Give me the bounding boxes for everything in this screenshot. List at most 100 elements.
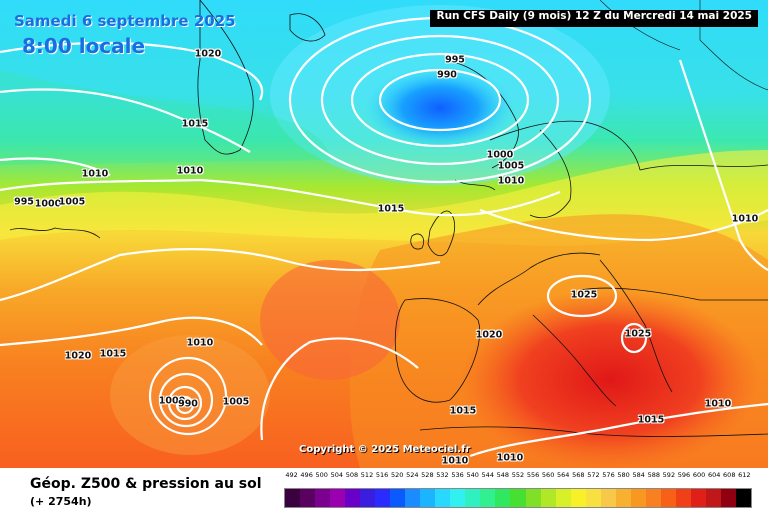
scale-swatch (720, 489, 736, 507)
scale-value: 516 (375, 471, 389, 479)
scale-value: 528 (421, 471, 434, 479)
scale-swatch (660, 489, 676, 507)
scale-value: 548 (496, 471, 510, 479)
scale-swatch (480, 489, 496, 507)
scale-value: 600 (692, 471, 706, 479)
color-scale-bar (284, 488, 752, 508)
scale-swatch (405, 489, 421, 507)
scale-swatch (450, 489, 466, 507)
scale-value: 568 (572, 471, 585, 479)
scale-value: 612 (738, 471, 751, 479)
isobar-label: 1025 (570, 289, 598, 301)
isobar-label: 990 (178, 398, 198, 410)
scale-swatch (465, 489, 481, 507)
isobar-label: 1000 (158, 395, 186, 407)
isobar-label: 1015 (181, 118, 209, 130)
scale-swatch (705, 489, 721, 507)
isobar-label: 1015 (637, 414, 665, 426)
scale-swatch (675, 489, 691, 507)
scale-swatch (495, 489, 511, 507)
weather-map (0, 0, 768, 468)
z500-color-field (0, 0, 768, 468)
scale-value: 500 (315, 471, 328, 479)
scale-swatch (315, 489, 331, 507)
scale-value: 552 (511, 471, 525, 479)
scale-value: 496 (300, 471, 313, 479)
scale-value: 596 (677, 471, 691, 479)
coastlines (9, 0, 768, 437)
scale-swatch (420, 489, 436, 507)
scale-value: 508 (345, 471, 359, 479)
scale-value: 536 (451, 471, 464, 479)
scale-swatch (330, 489, 346, 507)
scale-value: 556 (526, 471, 540, 479)
forecast-date: Samedi 6 septembre 2025 (14, 12, 236, 30)
isobar-label: 1005 (497, 160, 525, 172)
isobar-label: 1010 (731, 213, 759, 225)
scale-value: 564 (557, 471, 570, 479)
scale-value: 544 (481, 471, 494, 479)
scale-swatch (630, 489, 646, 507)
scale-swatch (375, 489, 391, 507)
scale-swatch (735, 489, 751, 507)
scale-value: 588 (647, 471, 660, 479)
legend-footer: Géop. Z500 & pression au sol (+ 2754h) 4… (0, 468, 768, 512)
isobar-label: 1015 (99, 348, 127, 360)
scale-value: 592 (662, 471, 676, 479)
scale-swatch (600, 489, 616, 507)
isobar-label: 1010 (497, 175, 525, 187)
isobar-label: 1010 (704, 398, 732, 410)
isobar-label: 1005 (222, 396, 250, 408)
isobar-label: 1000 (486, 149, 514, 161)
scale-swatch (285, 489, 301, 507)
isobar-label: 1020 (194, 48, 222, 60)
scale-swatch (585, 489, 601, 507)
scale-value: 492 (285, 471, 298, 479)
copyright-notice: Copyright © 2025 Meteociel.fr (299, 444, 471, 455)
color-scale-labels: 492 496 500 504 508 512 516 520 524 528 532 536 540 5… (284, 471, 752, 485)
scale-value: 604 (707, 471, 721, 479)
coastline-islands (599, 0, 768, 91)
run-info: Run CFS Daily (9 mois) 12 Z du Mercredi … (430, 10, 758, 27)
legend-title: Géop. Z500 & pression au sol (30, 476, 262, 492)
isobars (0, 16, 768, 458)
isobar-label: 1020 (64, 350, 92, 362)
scale-value: 524 (406, 471, 419, 479)
scale-swatch (360, 489, 376, 507)
isobar-label: 990 (437, 69, 457, 81)
scale-swatch (555, 489, 571, 507)
scale-swatch (645, 489, 661, 507)
forecast-offset: (+ 2754h) (30, 495, 92, 508)
isobar-label: 1005 (58, 196, 86, 208)
scale-swatch (570, 489, 586, 507)
scale-value: 532 (436, 471, 449, 479)
scale-swatch (300, 489, 316, 507)
scale-value: 540 (466, 471, 479, 479)
scale-value: 572 (587, 471, 600, 479)
scale-value: 512 (360, 471, 374, 479)
scale-swatch (390, 489, 406, 507)
scale-value: 608 (723, 471, 736, 479)
scale-swatch (615, 489, 631, 507)
scale-value: 580 (617, 471, 630, 479)
scale-value: 520 (390, 471, 404, 479)
isobar-label: 1010 (186, 337, 214, 349)
scale-swatch (435, 489, 451, 507)
scale-swatch (525, 489, 541, 507)
forecast-time: 8:00 locale (22, 34, 146, 58)
scale-value: 560 (541, 471, 555, 479)
isobar-label: 1025 (624, 328, 652, 340)
color-scale: 492 496 500 504 508 512 516 520 524 528 532 536 540 5… (284, 471, 752, 509)
isobar-label: 1020 (475, 329, 503, 341)
isobar-label: 1015 (377, 203, 405, 215)
isobar-label: 1000 (34, 198, 62, 210)
scale-swatch (690, 489, 706, 507)
scale-swatch (540, 489, 556, 507)
isobar-label: 1010 (176, 165, 204, 177)
isobar-label: 1010 (441, 455, 469, 467)
isobar-label: 1015 (449, 405, 477, 417)
scale-value: 584 (632, 471, 645, 479)
scale-swatch (345, 489, 361, 507)
isobar-label: 1010 (496, 452, 524, 464)
isobar-label: 995 (14, 196, 34, 208)
